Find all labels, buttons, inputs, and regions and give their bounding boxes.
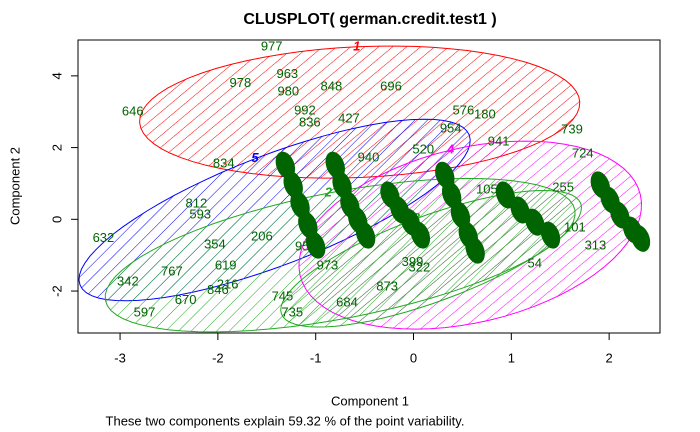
cluster-label: 5 <box>251 150 259 165</box>
point-label: 427 <box>338 110 360 125</box>
subtitle: These two components explain 59.32 % of … <box>106 413 465 428</box>
point-label: 973 <box>317 258 339 273</box>
plot-frame <box>77 39 661 334</box>
point-label: 632 <box>93 230 115 245</box>
point-label: 941 <box>488 133 510 148</box>
dense-point <box>355 221 376 249</box>
point-label: 342 <box>117 274 139 289</box>
point-label: 980 <box>277 83 299 98</box>
chart-title: CLUSPLOT( german.credit.test1 ) <box>243 11 496 28</box>
cluster-ellipse <box>280 189 583 328</box>
dense-point <box>630 224 651 252</box>
point-label: 670 <box>175 292 197 307</box>
point-label: 963 <box>276 66 298 81</box>
y-tick-label: 2 <box>49 144 64 151</box>
point-label: 834 <box>213 156 235 171</box>
point-label: 724 <box>572 145 594 160</box>
point-label: 54 <box>528 256 542 271</box>
point-label: 739 <box>561 121 583 136</box>
x-tick-label: 2 <box>606 350 613 365</box>
point-label: 873 <box>376 279 398 294</box>
x-tick-label: -1 <box>310 350 322 365</box>
dense-point <box>495 181 516 209</box>
point-label: 812 <box>186 196 208 211</box>
point-label: 105 <box>476 181 498 196</box>
point-label: 206 <box>251 229 273 244</box>
y-tick-label: 0 <box>49 216 64 223</box>
cluster-label: 1 <box>353 38 360 53</box>
point-label: 846 <box>207 282 229 297</box>
x-tick-label: 1 <box>508 350 515 365</box>
dense-point <box>540 221 561 249</box>
point-label: 958 <box>295 239 317 254</box>
point-label: 576 <box>453 102 475 117</box>
point-label: 767 <box>161 263 183 278</box>
y-axis-label: Component 2 <box>7 147 22 225</box>
point-label: 978 <box>230 75 252 90</box>
point-label: 696 <box>380 78 402 93</box>
y-tick-label: 4 <box>49 72 64 79</box>
cluster-label: 2 <box>324 185 333 200</box>
point-label: 216 <box>217 277 239 292</box>
point-label: 992 <box>294 102 316 117</box>
point-label: 399 <box>402 254 424 269</box>
point-label: 313 <box>585 238 607 253</box>
point-label: 848 <box>320 78 342 93</box>
point-label: 520 <box>412 142 434 157</box>
point-label: 836 <box>299 114 321 129</box>
x-tick-label: -2 <box>212 350 224 365</box>
dense-point <box>510 196 530 224</box>
x-tick-label: -3 <box>114 350 126 365</box>
dense-point <box>525 208 545 236</box>
point-label: 745 <box>272 289 294 304</box>
point-label: 619 <box>215 258 237 273</box>
point-label: 354 <box>204 237 226 252</box>
point-label: 180 <box>474 106 496 121</box>
dense-point <box>465 236 485 264</box>
x-tick-label: 0 <box>410 350 417 365</box>
point-label: 593 <box>189 206 211 221</box>
dense-point <box>305 231 326 259</box>
point-label: 684 <box>336 295 358 310</box>
dense-point <box>410 221 431 249</box>
point-label: 954 <box>440 120 462 135</box>
point-label: 977 <box>261 38 283 53</box>
point-label: 735 <box>281 305 303 320</box>
plot-area: 1542397797896398084869664699283642757618… <box>78 38 651 333</box>
point-label: 646 <box>122 104 144 119</box>
point-label: 101 <box>564 219 586 234</box>
point-label: 940 <box>358 149 380 164</box>
y-tick-label: -2 <box>49 285 64 297</box>
x-axis-label: Component 1 <box>331 393 409 408</box>
point-label: 322 <box>409 260 431 275</box>
point-label: 597 <box>134 305 156 320</box>
cluster-label: 4 <box>446 142 455 157</box>
point-label: 255 <box>552 180 574 195</box>
